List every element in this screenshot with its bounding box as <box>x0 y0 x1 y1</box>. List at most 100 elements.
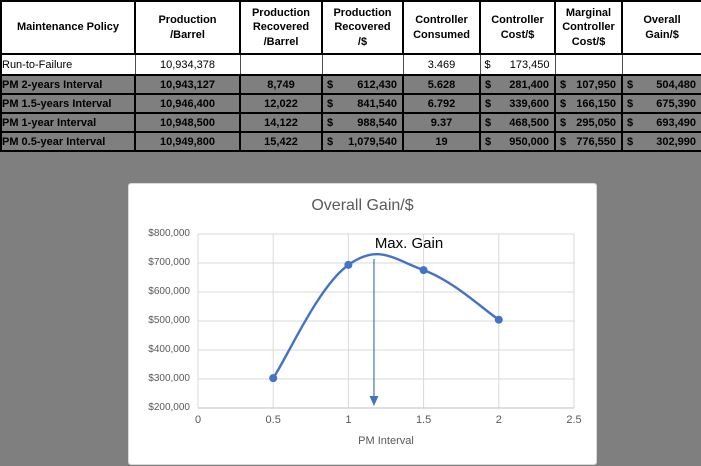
cell-value: 612,430 <box>357 78 397 91</box>
plot-area <box>197 233 575 409</box>
column-header-production-barrel: Production /Barrel <box>134 0 241 55</box>
x-axis-tick-label: 2 <box>495 414 502 426</box>
controller-cost-cell: $950,000 <box>479 131 556 152</box>
currency-symbol: $ <box>627 78 634 91</box>
y-axis-tick-label: $800,000 <box>148 228 190 239</box>
data-point-marker <box>269 374 278 383</box>
controller-cost-cell: $281,400 <box>479 74 556 95</box>
max-gain-annotation: Max. Gain <box>374 235 444 252</box>
table-row-pm-1-year: PM 1-year Interval 10,948,500 14,122 $98… <box>0 112 701 133</box>
cell-value: 302,990 <box>656 135 696 148</box>
marginal-cost-cell: $295,050 <box>554 112 623 133</box>
currency-symbol: $ <box>560 116 567 129</box>
currency-symbol: $ <box>560 78 567 91</box>
overall-gain-cell: $504,480 <box>621 74 701 95</box>
production-cell: 10,949,800 <box>134 131 241 152</box>
currency-symbol: $ <box>560 135 567 148</box>
marginal-cost-cell <box>554 53 623 76</box>
column-header-overall-gain: Overall Gain/$ <box>621 0 701 55</box>
column-header-controller-cost: Controller Cost/$ <box>479 0 556 55</box>
currency-symbol: $ <box>327 135 334 148</box>
recovered-barrel-cell <box>239 53 323 76</box>
cell-value: 841,540 <box>357 97 397 110</box>
policy-cell: PM 2-years Interval <box>0 74 136 95</box>
production-cell: 10,948,500 <box>134 112 241 133</box>
policy-cell: Run-to-Failure <box>0 53 136 76</box>
cell-value: 173,450 <box>509 58 550 71</box>
table-row-pm-1-5-years: PM 1.5-years Interval 10,946,400 12,022 … <box>0 93 701 114</box>
production-cell: 10,943,127 <box>134 74 241 95</box>
cell-value: 504,480 <box>656 78 696 91</box>
overall-gain-cell: $693,490 <box>621 112 701 133</box>
marginal-cost-cell: $107,950 <box>554 74 623 95</box>
max-gain-arrowhead <box>369 396 379 406</box>
cell-value: 281,400 <box>509 78 549 91</box>
consumed-cell: 6.792 <box>402 93 481 114</box>
currency-symbol: $ <box>627 97 634 110</box>
series-line <box>272 253 500 380</box>
data-point-marker <box>419 266 428 275</box>
currency-symbol: $ <box>485 116 492 129</box>
cell-value: 988,540 <box>357 116 397 129</box>
x-axis-tick-label: 2.5 <box>566 414 582 426</box>
currency-symbol: $ <box>484 58 491 71</box>
overall-gain-chart: Overall Gain/$ $200,000 $300,000 $400,000 $… <box>128 183 597 465</box>
cell-value: 950,000 <box>509 135 549 148</box>
currency-symbol: $ <box>485 97 492 110</box>
cell-value: 776,550 <box>576 135 616 148</box>
recovered-usd-cell: $1,079,540 <box>321 131 404 152</box>
currency-symbol: $ <box>560 97 567 110</box>
column-header-marginal-controller-cost: Marginal Controller Cost/$ <box>554 0 623 55</box>
cell-value: 339,600 <box>509 97 549 110</box>
x-axis-tick-label: 0 <box>194 414 202 426</box>
consumed-cell: 19 <box>402 131 481 152</box>
y-axis-tick-label: $200,000 <box>148 402 190 413</box>
cell-value: 468,500 <box>509 116 549 129</box>
recovered-barrel-cell: 12,022 <box>239 93 323 114</box>
table-row-pm-2-years: PM 2-years Interval 10,943,127 8,749 $61… <box>0 74 701 95</box>
column-header-production-recovered-usd: Production Recovered /$ <box>321 0 404 55</box>
controller-cost-cell: $339,600 <box>479 93 556 114</box>
cell-value: 166,150 <box>576 97 616 110</box>
table-row-run-to-failure: Run-to-Failure 10,934,378 3.469 $173,450 <box>0 53 701 76</box>
y-axis-tick-label: $600,000 <box>148 286 190 297</box>
policy-cell: PM 1-year Interval <box>0 112 136 133</box>
x-axis-tick-label: 1.5 <box>415 414 432 426</box>
overall-gain-cell <box>621 53 701 76</box>
overall-gain-cell: $675,390 <box>621 93 701 114</box>
recovered-usd-cell: $612,430 <box>321 74 404 95</box>
marginal-cost-cell: $776,550 <box>554 131 623 152</box>
column-header-production-recovered-barrel: Production Recovered /Barrel <box>239 0 323 55</box>
consumed-cell: 3.469 <box>402 53 481 76</box>
recovered-barrel-cell: 14,122 <box>239 112 323 133</box>
currency-symbol: $ <box>327 78 334 91</box>
production-cell: 10,946,400 <box>134 93 241 114</box>
recovered-barrel-cell: 15,422 <box>239 131 323 152</box>
marginal-cost-cell: $166,150 <box>554 93 623 114</box>
production-cell: 10,934,378 <box>134 53 241 76</box>
cell-value: 693,490 <box>656 116 696 129</box>
currency-symbol: $ <box>627 135 634 148</box>
currency-symbol: $ <box>327 116 334 129</box>
cell-value: 295,050 <box>576 116 616 129</box>
y-axis-tick-label: $300,000 <box>148 373 190 384</box>
overall-gain-cell: $302,990 <box>621 131 701 152</box>
policy-cell: PM 0.5-year Interval <box>0 131 136 152</box>
y-axis-tick-label: $500,000 <box>148 315 190 326</box>
recovered-usd-cell: $988,540 <box>321 112 404 133</box>
data-point-marker <box>344 260 353 269</box>
maintenance-policy-table: Maintenance Policy Production /Barrel Pr… <box>0 0 701 152</box>
column-header-maintenance-policy: Maintenance Policy <box>0 0 136 55</box>
x-axis-tick-label: 1 <box>345 414 352 426</box>
policy-cell: PM 1.5-years Interval <box>0 93 136 114</box>
recovered-usd-cell <box>321 53 404 76</box>
recovered-barrel-cell: 8,749 <box>239 74 323 95</box>
currency-symbol: $ <box>327 97 334 110</box>
cell-value: 675,390 <box>656 97 696 110</box>
controller-cost-cell: $173,450 <box>479 53 556 76</box>
chart-axis-labels: $200,000 $300,000 $400,000 $500,000 $600,000… <box>129 184 596 464</box>
currency-symbol: $ <box>627 116 634 129</box>
controller-cost-cell: $468,500 <box>479 112 556 133</box>
cell-value: 1,079,540 <box>348 135 397 148</box>
x-axis-tick-label: 0.5 <box>265 414 281 426</box>
